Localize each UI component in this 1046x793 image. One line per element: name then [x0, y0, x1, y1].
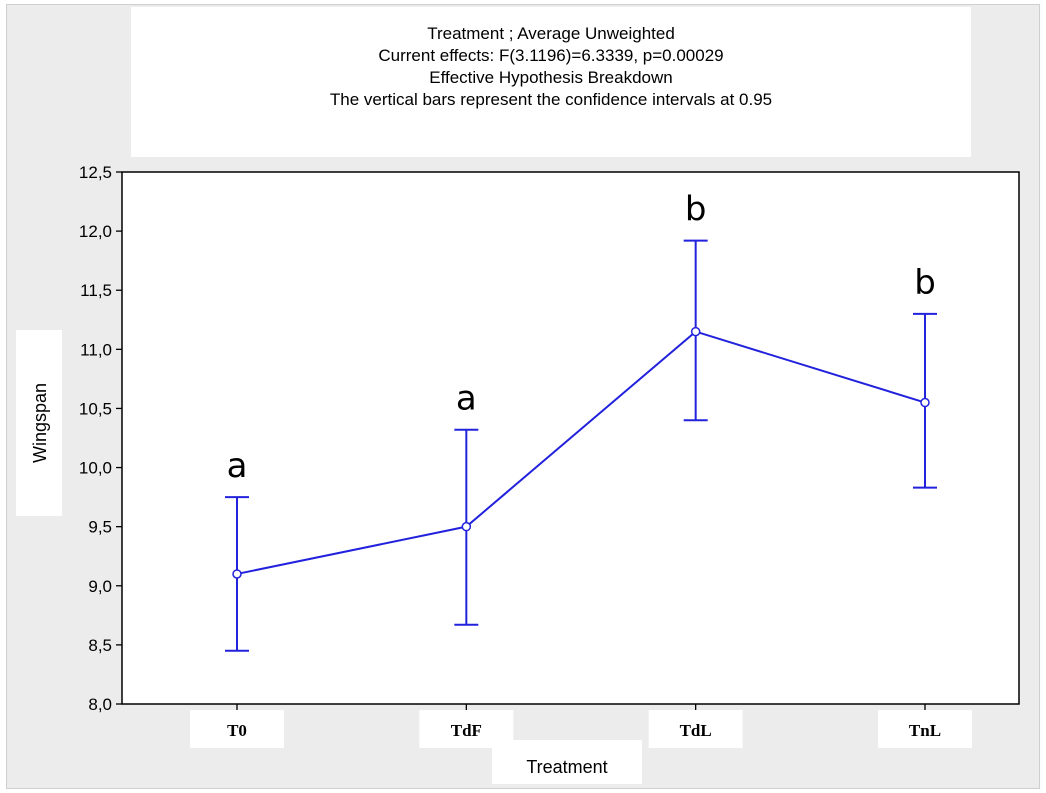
y-tick-label: 9,0	[88, 577, 112, 596]
y-tick-label: 12,0	[79, 222, 112, 241]
x-tick-label-background	[648, 710, 743, 748]
x-tick-label: TnL	[909, 721, 941, 740]
y-tick-label: 10,5	[79, 399, 112, 418]
y-tick-label: 10,0	[79, 459, 112, 478]
x-tick-label-background	[878, 710, 972, 748]
y-tick-label: 8,5	[88, 636, 112, 655]
y-tick-label: 11,5	[80, 281, 112, 300]
xlabel-background	[492, 740, 642, 784]
significance-letter: a	[227, 446, 248, 486]
data-point	[461, 521, 472, 532]
ylabel-background	[16, 330, 62, 516]
series-line	[236, 330, 926, 575]
significance-letter: a	[456, 379, 477, 419]
chart-title: Treatment ; Average Unweighted	[427, 24, 675, 43]
chart-header: Treatment ; Average Unweighted Current e…	[131, 7, 971, 157]
x-tick-label: TdL	[680, 721, 712, 740]
data-point	[232, 569, 242, 579]
x-axis-label: Treatment	[526, 757, 607, 777]
y-axis-label: Wingspan	[30, 383, 50, 463]
y-tick-label: 11,0	[80, 340, 112, 359]
chart-ci-note: The vertical bars represent the confiden…	[329, 90, 773, 109]
x-tick-label: TdF	[451, 721, 482, 740]
x-tick-label-background	[190, 710, 284, 748]
significance-letter: b	[685, 190, 707, 230]
chart-effects-line: Current effects: F(3.1196)=6.3339, p=0.0…	[378, 46, 724, 65]
data-point	[690, 326, 701, 337]
x-tick-label: T0	[227, 721, 247, 740]
significance-letter: b	[914, 263, 936, 303]
y-tick-label: 9,5	[88, 518, 112, 537]
chart-breakdown-line: Effective Hypothesis Breakdown	[429, 68, 673, 87]
y-tick-label: 12,5	[79, 163, 112, 182]
y-tick-label: 8,0	[88, 695, 112, 714]
data-point	[920, 397, 930, 408]
x-tick-label-background	[419, 710, 514, 748]
